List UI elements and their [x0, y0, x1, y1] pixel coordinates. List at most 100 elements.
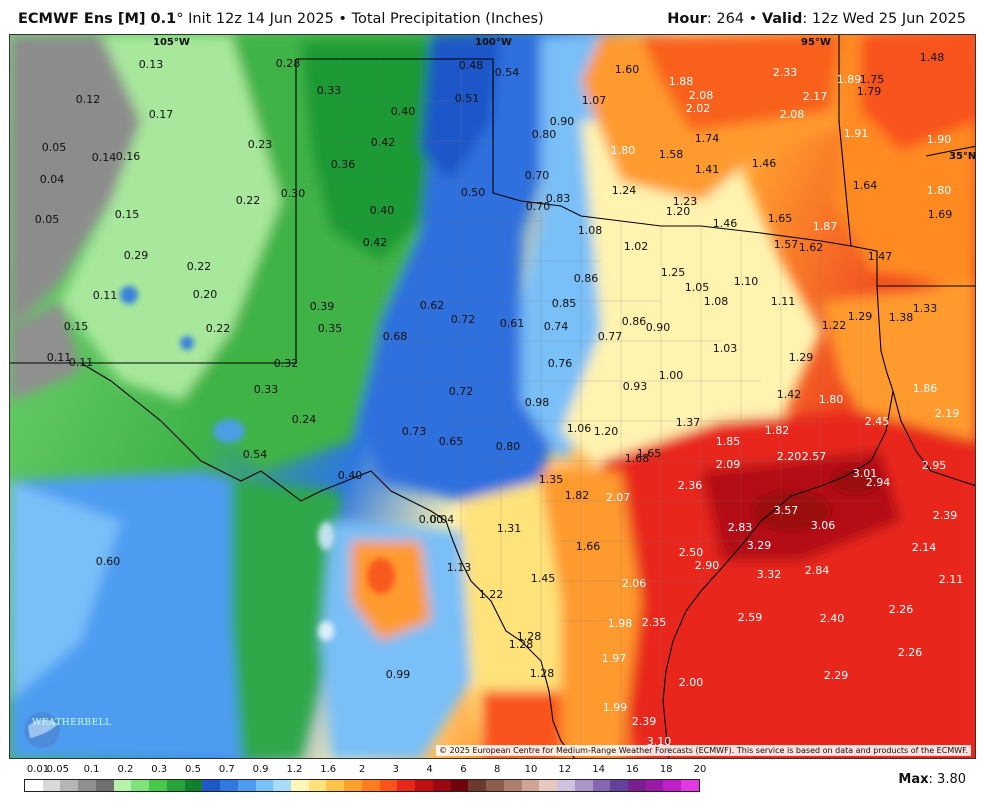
legend-color-cell — [78, 780, 96, 791]
precip-value-label: 1.80 — [927, 184, 952, 197]
precip-value-label: 1.02 — [624, 240, 649, 253]
legend-tick-label: 4 — [426, 764, 433, 775]
weatherbell-logo: WEATHERBELL — [18, 704, 111, 750]
precip-value-label: 1.28 — [509, 638, 534, 651]
legend-color-cell — [308, 780, 327, 791]
precip-value-label: 1.06 — [567, 422, 592, 435]
legend-tick-label: 2 — [358, 764, 366, 775]
precipitation-map[interactable]: 105°W 100°W 95°W 35°N 0.13 0.28 0.48 0.54 1.… — [9, 34, 976, 759]
precip-value-label: 1.42 — [777, 388, 802, 401]
map-canvas: 105°W 100°W 95°W 35°N 0.13 0.28 0.48 0.54 1.… — [10, 35, 976, 758]
legend-tick-label: 12 — [558, 764, 572, 775]
legend-tick-label: 16 — [626, 764, 639, 775]
precip-value-label: 0.70 — [525, 169, 550, 182]
precip-value-label: 0.39 — [310, 300, 335, 313]
precip-value-label: 2.07 — [606, 491, 631, 504]
precip-value-label: 1.07 — [582, 94, 607, 107]
precip-value-label: 2.83 — [728, 521, 753, 534]
precip-value-label: 0.42 — [363, 236, 388, 249]
precip-value-label: 2.09 — [716, 458, 741, 471]
precip-value-label: 1.80 — [611, 144, 636, 157]
precip-value-label: 1.13 — [447, 561, 472, 574]
precip-value-label: 1.22 — [479, 588, 504, 601]
precip-value-label: 2.84 — [805, 564, 830, 577]
legend-color-cell — [184, 780, 203, 791]
legend-color-cell — [149, 780, 167, 791]
precip-value-label: 2.57 — [802, 450, 827, 463]
precip-value-label: 0.30 — [281, 187, 306, 200]
precip-value-label: 0.05 — [35, 213, 60, 226]
legend-color-cell — [663, 780, 682, 791]
precip-value-label: 1.48 — [920, 51, 945, 64]
legend-tick-label: 0.7 — [218, 764, 235, 775]
precip-value-label: 0.00 — [419, 513, 444, 526]
legend-tick-label: 20 — [693, 764, 707, 775]
precip-value-label: 1.65 — [637, 447, 662, 460]
precip-value-label: 1.82 — [565, 489, 590, 502]
precip-value-label: 0.60 — [96, 555, 121, 568]
precip-value-label: 2.33 — [773, 66, 798, 79]
field-name: Total Precipitation (Inches) — [351, 11, 544, 27]
legend-color-cell — [486, 780, 504, 791]
precip-value-label: 1.41 — [695, 163, 720, 176]
precip-value-label: 0.40 — [370, 204, 395, 217]
precip-value-label: 0.86 — [622, 315, 647, 328]
precip-value-label: 1.20 — [594, 425, 619, 438]
legend-tick-label: 0.01 — [26, 764, 50, 775]
precip-value-label: 0.70 — [526, 200, 551, 213]
legend-color-cell — [60, 780, 79, 791]
legend-color-cell — [95, 780, 114, 791]
precip-value-label: 1.28 — [517, 630, 542, 643]
precip-value-label: 1.46 — [713, 217, 738, 230]
max-value-readout: Max: 3.80 — [898, 772, 966, 787]
precip-value-label: 2.00 — [679, 676, 704, 689]
legend-color-cell — [344, 780, 362, 791]
precip-value-label: 1.87 — [813, 220, 838, 233]
precip-value-label: 1.38 — [889, 311, 914, 324]
precip-value-label: 1.58 — [659, 148, 684, 161]
legend-color-cell — [574, 780, 593, 791]
precip-value-label: 3.32 — [757, 568, 782, 581]
precip-value-label: 1.24 — [612, 184, 637, 197]
precip-value-label: 0.04 — [430, 513, 455, 526]
legend-tick-label: 1.2 — [286, 764, 303, 775]
degree-symbol: ° — [176, 11, 184, 27]
precip-value-label: 0.15 — [64, 320, 89, 333]
precip-value-label: 1.69 — [928, 208, 953, 221]
precip-value-label: 3.06 — [811, 519, 836, 532]
legend-tick-label: 0.5 — [185, 764, 201, 775]
legend-color-cell — [503, 780, 522, 791]
precip-value-label: 1.74 — [695, 132, 720, 145]
latitude-label-35n: 35°N — [949, 151, 976, 162]
legend-color-cell — [273, 780, 292, 791]
precip-value-label: 2.59 — [738, 611, 763, 624]
precip-value-label: 2.39 — [933, 509, 958, 522]
precip-value-label: 0.04 — [40, 173, 65, 186]
legend-color-cell — [539, 780, 558, 791]
precip-value-label: 1.05 — [685, 281, 710, 294]
precip-value-label: 1.90 — [927, 133, 952, 146]
precip-value-label: 0.48 — [459, 59, 484, 72]
precip-value-label: 2.40 — [820, 612, 845, 625]
precip-value-label: 1.31 — [497, 522, 522, 535]
precip-value-label: 0.80 — [532, 128, 557, 141]
legend-tick-label: 0.3 — [151, 764, 168, 775]
precip-value-label: 0.85 — [552, 297, 577, 310]
precip-value-label: 1.47 — [868, 250, 893, 263]
precip-value-label: 3.29 — [747, 539, 772, 552]
legend-color-cell — [291, 780, 309, 791]
legend-color-cell — [42, 780, 61, 791]
precip-value-label: 2.14 — [912, 541, 937, 554]
precip-value-label: 1.10 — [734, 275, 759, 288]
legend-color-cell — [627, 780, 646, 791]
precip-value-label: 1.91 — [844, 127, 869, 140]
legend-tick-label: 0.2 — [117, 764, 134, 775]
legend-color-cell — [361, 780, 380, 791]
precip-value-label: 0.80 — [496, 440, 521, 453]
precip-value-label: 0.72 — [449, 385, 474, 398]
precip-value-label: 0.50 — [461, 186, 486, 199]
precip-value-label: 1.11 — [771, 295, 796, 308]
precip-value-label: 0.13 — [139, 58, 164, 71]
precip-value-label: 0.90 — [550, 115, 575, 128]
legend-color-cell — [432, 780, 451, 791]
